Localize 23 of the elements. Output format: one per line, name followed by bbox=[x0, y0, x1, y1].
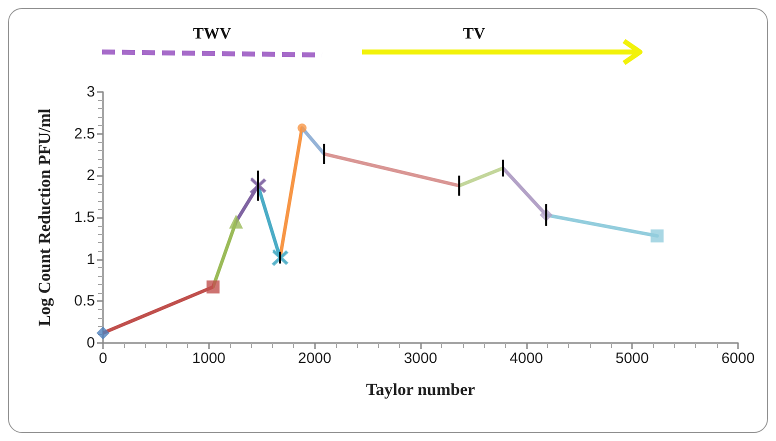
x-tick-label: 1000 bbox=[192, 350, 226, 367]
y-tick-label: 0 bbox=[86, 334, 95, 352]
x-tick-label: 2000 bbox=[298, 350, 332, 367]
y-tick-label: 1.5 bbox=[74, 209, 95, 226]
y-tick-label: 3 bbox=[86, 84, 95, 100]
x-axis-title: Taylor number bbox=[366, 380, 476, 399]
y-tick-label: 1 bbox=[86, 250, 95, 268]
point bbox=[206, 280, 220, 294]
y-axis-title: Log Count Reduction PFU/ml bbox=[35, 108, 54, 326]
y-tick-label: 2.5 bbox=[74, 125, 95, 142]
point bbox=[298, 123, 307, 132]
point bbox=[96, 326, 110, 340]
point bbox=[650, 229, 664, 242]
x-tick-label: 0 bbox=[98, 350, 108, 367]
text: TV bbox=[463, 26, 486, 42]
y-tick-label: 0.5 bbox=[74, 292, 95, 310]
point bbox=[229, 214, 244, 229]
y-tick-label: 2 bbox=[86, 167, 95, 184]
x-tick-label: 5000 bbox=[615, 350, 649, 367]
text: TWV bbox=[193, 26, 232, 42]
x-tick-label: 3000 bbox=[404, 350, 438, 367]
x-tick-label: 4000 bbox=[510, 350, 544, 367]
x-tick-label: 6000 bbox=[721, 350, 755, 367]
